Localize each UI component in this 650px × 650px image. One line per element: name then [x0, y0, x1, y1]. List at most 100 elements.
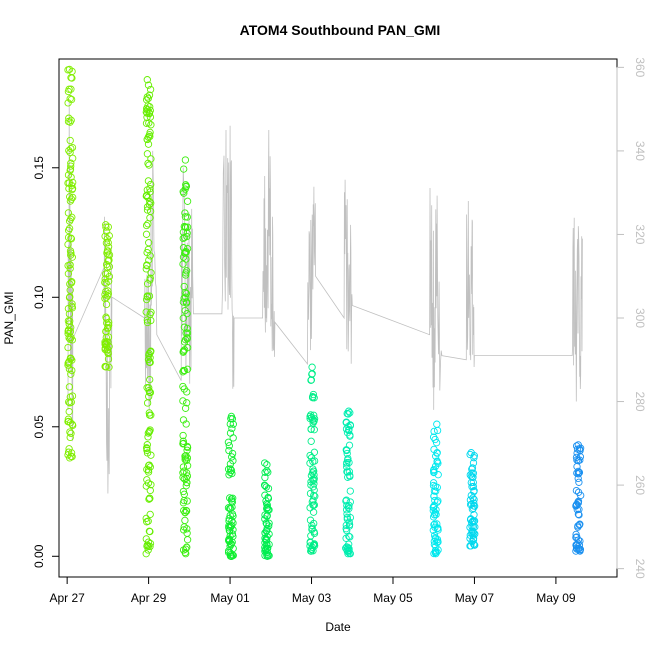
data-point [183, 335, 191, 343]
data-point [142, 550, 150, 558]
data-point [469, 482, 477, 491]
data-point [179, 397, 187, 405]
data-point [575, 468, 583, 477]
data-point [142, 221, 151, 230]
data-point [145, 110, 154, 118]
data-point [180, 323, 189, 331]
data-point [345, 458, 353, 467]
data-point [309, 467, 318, 475]
data-point [142, 265, 150, 273]
data-point [346, 498, 354, 506]
data-point [147, 121, 155, 129]
data-point [103, 235, 111, 243]
data-point [431, 496, 439, 505]
data-point [180, 222, 188, 231]
data-point [470, 495, 478, 504]
data-point [466, 496, 475, 504]
data-point [573, 506, 581, 514]
data-point [142, 119, 151, 127]
data-point [263, 503, 272, 512]
data-point [69, 154, 77, 162]
data-point [228, 453, 236, 461]
data-point [145, 388, 154, 397]
data-point [179, 368, 187, 376]
data-point [573, 501, 581, 509]
data-point [66, 193, 74, 201]
data-point [144, 94, 152, 103]
data-point [65, 398, 73, 406]
data-point [430, 465, 438, 474]
data-point [429, 481, 438, 490]
data-point [469, 478, 477, 487]
data-point [467, 542, 475, 550]
x-tick-label: May 09 [536, 591, 576, 605]
data-point [145, 495, 153, 503]
data-point [264, 494, 273, 503]
y-tick-label: 0.05 [32, 415, 46, 439]
data-point [345, 540, 353, 548]
data-point [434, 526, 442, 534]
data-point [181, 156, 190, 164]
data-point [101, 275, 109, 283]
data-point [144, 546, 152, 554]
data-point [67, 162, 75, 170]
data-point [143, 262, 151, 270]
data-point [309, 483, 317, 491]
data-point [104, 355, 113, 363]
y-axis-label: PAN_GMI [2, 291, 16, 344]
data-point [264, 468, 272, 476]
data-point [146, 85, 155, 94]
data-point [146, 274, 154, 282]
data-point [183, 462, 192, 470]
x-tick-label: May 07 [455, 591, 495, 605]
data-point [180, 385, 188, 393]
data-point [468, 527, 476, 535]
data-point [575, 445, 584, 453]
data-point [144, 433, 152, 441]
data-point [183, 497, 191, 505]
data-point [66, 293, 74, 301]
data-point [64, 317, 73, 325]
x-tick-label: Apr 27 [49, 591, 85, 605]
y-axis-left: 0.00 0.05 0.10 0.15 [32, 156, 60, 568]
data-point [434, 459, 442, 467]
data-point [183, 478, 191, 487]
data-point [182, 506, 190, 515]
data-point [343, 526, 351, 535]
data-point [470, 511, 478, 519]
data-point [66, 166, 74, 175]
data-point [146, 375, 154, 384]
data-point [227, 540, 235, 549]
data-point [226, 460, 235, 468]
data-point [432, 439, 441, 447]
data-point [433, 548, 441, 556]
y2-tick-label: 340 [633, 141, 647, 161]
data-point [104, 247, 112, 255]
data-point [146, 207, 155, 215]
data-point [308, 363, 316, 371]
data-point [144, 193, 152, 202]
data-point [102, 223, 110, 231]
data-point [310, 486, 318, 494]
data-point [182, 247, 190, 256]
data-point [181, 452, 189, 460]
data-point [104, 333, 113, 341]
data-point [181, 404, 190, 412]
data-point [183, 197, 192, 205]
data-point [225, 522, 233, 530]
data-point [146, 185, 154, 193]
data-point [574, 470, 582, 478]
data-point [64, 179, 72, 187]
data-point [144, 466, 153, 474]
data-point [466, 531, 474, 539]
data-point [434, 546, 442, 554]
data-point [101, 278, 109, 287]
data-point [102, 227, 111, 235]
data-point [265, 519, 273, 527]
data-point [143, 150, 152, 158]
data-point [180, 467, 188, 475]
data-point [575, 541, 584, 549]
data-point [147, 199, 155, 207]
data-point [262, 483, 270, 491]
data-point [261, 538, 269, 547]
